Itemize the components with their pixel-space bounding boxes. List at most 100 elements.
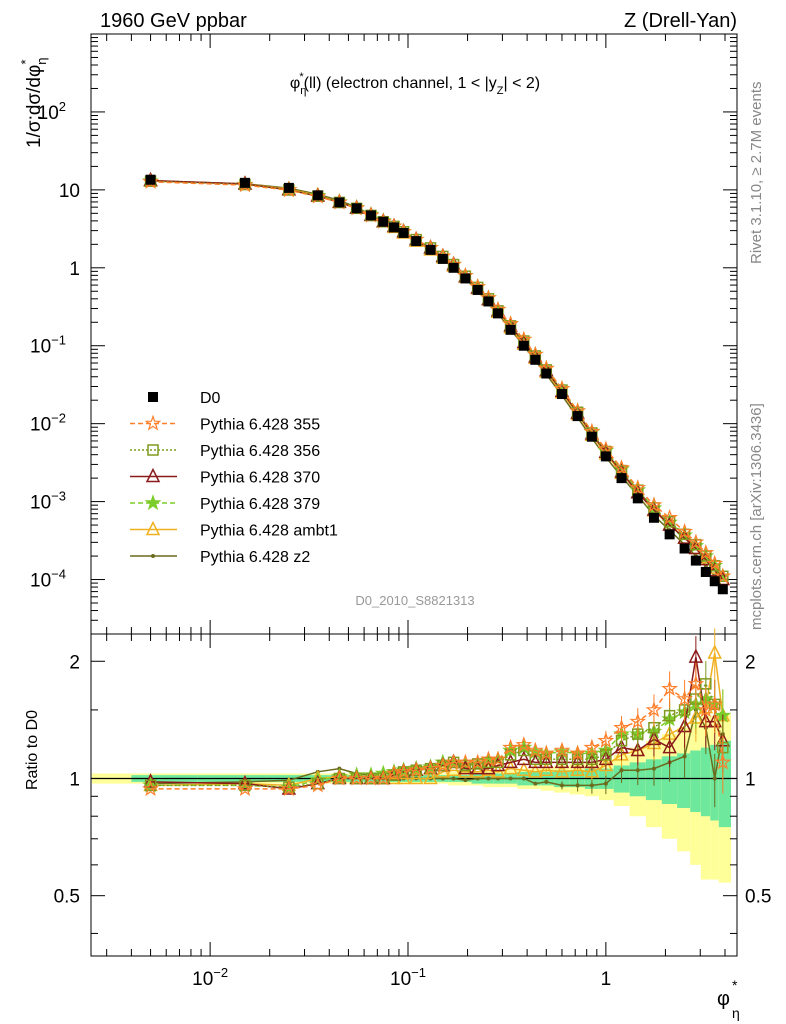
data-point <box>447 756 460 769</box>
series-line <box>150 682 724 790</box>
data-point <box>502 738 519 755</box>
y-tick-label: 10−3 <box>30 489 66 514</box>
data-point <box>472 284 483 295</box>
ratio-y-axis-label: Ratio to D0 <box>24 710 41 790</box>
ratio-y-tick-label-right: 0.5 <box>745 887 771 908</box>
data-point <box>518 744 530 757</box>
legend-label: Pythia 6.428 379 <box>200 496 320 513</box>
data-point <box>425 244 436 255</box>
data-point <box>706 695 724 712</box>
data-point <box>395 762 412 779</box>
series-pythia-6-428-355 <box>142 172 732 584</box>
data-point <box>676 522 694 539</box>
data-point <box>570 753 585 769</box>
data-point <box>707 644 722 659</box>
data-point <box>374 769 392 786</box>
data-point <box>583 738 601 755</box>
main-panel-frame <box>90 33 738 635</box>
data-point <box>348 769 366 786</box>
data-point <box>700 566 711 577</box>
data-point <box>687 533 705 550</box>
data-point <box>489 750 507 767</box>
data-point <box>537 744 555 761</box>
data-point <box>471 758 484 770</box>
data-point <box>389 222 400 233</box>
legend-marker <box>144 494 162 511</box>
data-point <box>619 768 624 773</box>
legend-marker <box>148 392 158 402</box>
legend-label: Pythia 6.428 ambt1 <box>200 523 338 540</box>
data-point <box>309 776 327 793</box>
band-inner-segment <box>690 750 701 813</box>
ratio-y-tick-label: 1 <box>69 769 80 790</box>
band-inner-segment <box>718 740 732 828</box>
data-point <box>422 759 439 776</box>
data-point <box>544 779 549 784</box>
x-tick-label: 1 <box>601 969 612 990</box>
data-point <box>648 512 659 523</box>
data-point <box>515 736 533 752</box>
data-point <box>280 780 298 797</box>
data-point <box>629 479 647 495</box>
data-point <box>469 753 487 770</box>
data-point <box>237 774 253 790</box>
x-tick-label: 10−2 <box>192 965 228 990</box>
data-point <box>408 769 424 785</box>
data-point <box>632 493 643 504</box>
data-point <box>334 197 345 208</box>
data-point <box>556 389 567 400</box>
ratio-series-group <box>142 628 732 808</box>
svg-text:*: * <box>732 977 738 993</box>
data-point <box>559 783 564 788</box>
data-point <box>492 308 503 319</box>
data-point <box>281 780 297 795</box>
data-point <box>651 766 656 771</box>
data-point <box>554 753 570 769</box>
legend-label: D0 <box>200 390 221 407</box>
data-point <box>529 753 542 766</box>
data-point <box>662 738 677 754</box>
data-point <box>541 368 552 379</box>
data-point <box>530 354 541 365</box>
data-point <box>526 741 544 758</box>
series-line <box>150 180 724 580</box>
data-point <box>597 731 615 748</box>
legend-label: Pythia 6.428 z2 <box>200 549 310 566</box>
data-point <box>492 756 504 769</box>
data-point <box>682 754 687 759</box>
data-point <box>661 679 679 696</box>
ratio-y-tick-label-right: 2 <box>745 652 756 673</box>
y-tick-label: 102 <box>38 99 66 124</box>
legend-marker <box>144 414 162 431</box>
legend-marker <box>145 520 161 536</box>
data-point <box>451 776 456 781</box>
data-point <box>365 210 376 221</box>
data-point <box>613 459 630 476</box>
data-point <box>629 712 647 729</box>
data-point <box>459 759 472 772</box>
legend-label: Pythia 6.428 355 <box>200 417 320 434</box>
data-point <box>714 753 732 770</box>
data-point <box>663 516 676 528</box>
series-line <box>150 180 724 577</box>
data-point <box>330 769 348 786</box>
data-point <box>434 756 452 773</box>
data-point <box>616 473 627 484</box>
data-point <box>470 763 485 778</box>
data-point <box>528 763 543 778</box>
data-point <box>423 769 438 785</box>
data-point <box>706 554 724 571</box>
data-point <box>236 780 254 797</box>
data-point <box>687 674 705 692</box>
data-point <box>463 778 468 783</box>
data-point <box>688 648 704 663</box>
data-point <box>613 718 630 735</box>
data-point <box>589 783 594 788</box>
data-point <box>569 744 587 761</box>
main-series-group <box>142 171 732 595</box>
data-point <box>539 761 554 776</box>
data-point <box>584 763 600 778</box>
data-point <box>283 182 294 193</box>
data-point <box>351 203 362 214</box>
main-title: φη*(ll) (electron channel, 1 < |yZ| < 2) <box>290 71 540 97</box>
